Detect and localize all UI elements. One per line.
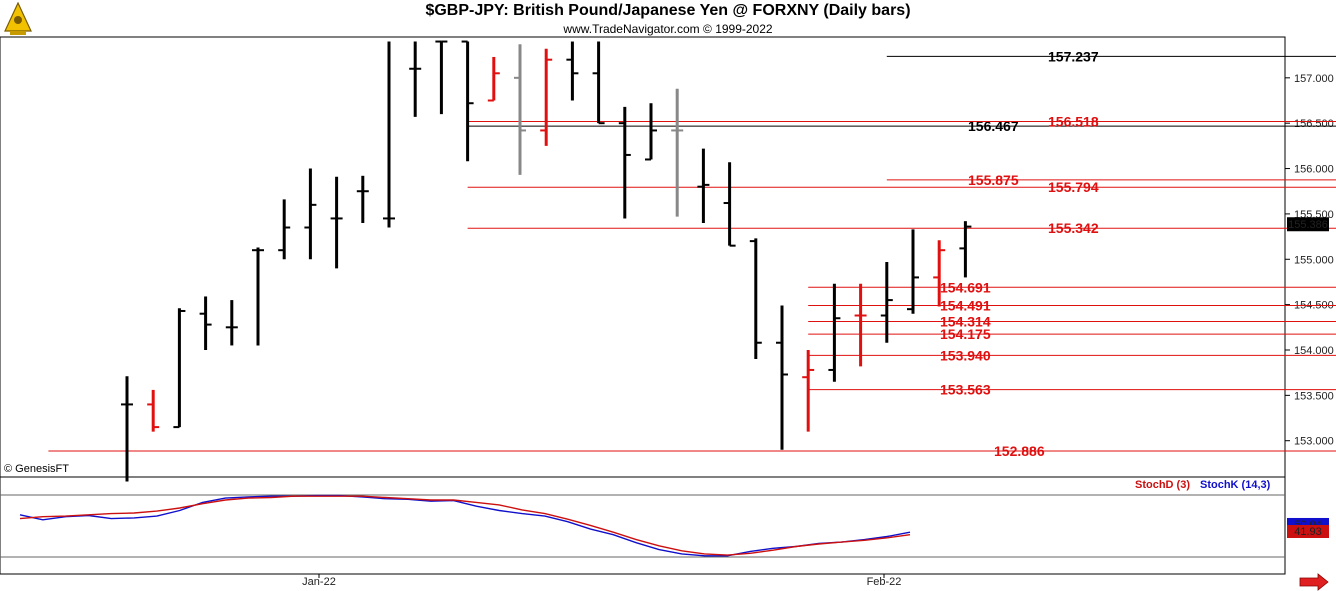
y-tick-label: 156.500 [1294, 118, 1334, 130]
legend-stochK: StochK (14,3) [1200, 479, 1271, 491]
y-tick-label: 153.000 [1294, 436, 1334, 448]
chart-title: $GBP-JPY: British Pound/Japanese Yen @ F… [425, 2, 911, 19]
scroll-right-arrow-icon[interactable] [1299, 573, 1329, 591]
legend-stochD: StochD (3) [1135, 479, 1190, 491]
x-tick-label: Jan-22 [302, 576, 336, 588]
level-label: 154.691 [940, 279, 991, 295]
level-label: 156.467 [968, 118, 1019, 134]
genesis-credit: © GenesisFT [4, 463, 69, 475]
last-price-box [1287, 217, 1329, 232]
y-tick-label: 156.000 [1294, 164, 1334, 176]
chart-subtitle: www.TradeNavigator.com © 1999-2022 [563, 22, 773, 36]
level-label: 156.518 [1048, 114, 1099, 130]
y-tick-label: 155.000 [1294, 254, 1334, 266]
y-tick-label: 157.000 [1294, 73, 1334, 85]
stochK-line [19, 494, 911, 557]
level-label: 155.342 [1048, 220, 1099, 236]
x-tick-label: Feb-22 [867, 576, 902, 588]
level-label: 154.491 [940, 297, 991, 313]
level-label: 154.175 [940, 326, 991, 342]
level-label: 155.875 [968, 172, 1019, 188]
y-tick-label: 153.500 [1294, 390, 1334, 402]
level-label: 153.940 [940, 347, 991, 363]
level-label: 153.563 [940, 382, 991, 398]
stochD-line [19, 495, 911, 556]
level-label: 152.886 [994, 443, 1045, 459]
stochD-value-box [1287, 525, 1329, 539]
level-label: 154.314 [940, 314, 991, 330]
last-price-label: 155.386 [1288, 219, 1328, 231]
stochD-value-label: 41.93 [1294, 526, 1322, 538]
trade-navigator-logo [2, 2, 34, 36]
level-label: 157.237 [1048, 48, 1099, 64]
y-tick-label: 154.000 [1294, 345, 1334, 357]
level-label: 155.794 [1048, 179, 1099, 195]
